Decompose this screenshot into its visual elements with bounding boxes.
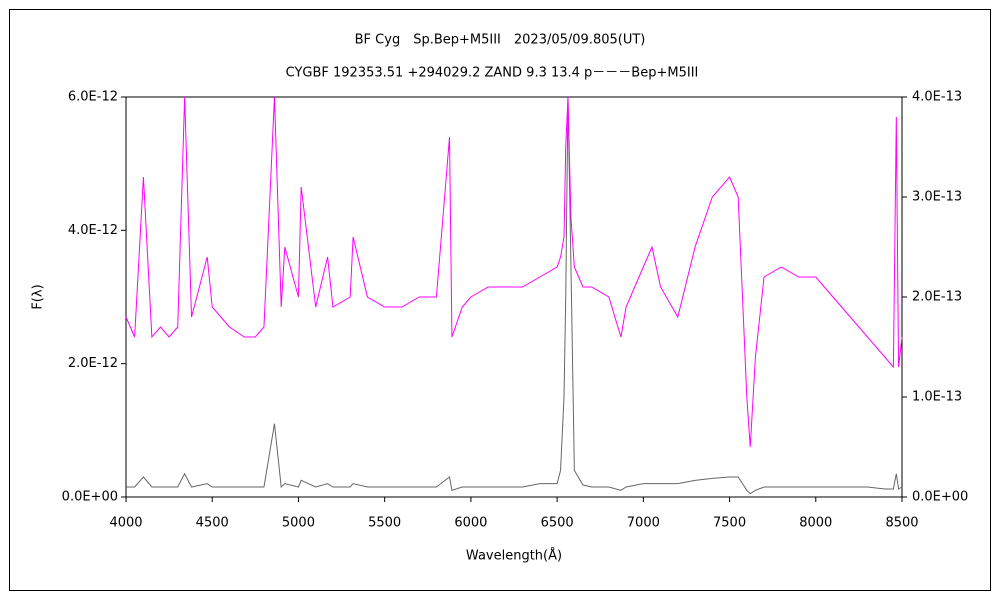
- x-axis-label: Wavelength(Å): [466, 548, 562, 564]
- y2-tick-label: 3.0E-13: [912, 190, 962, 205]
- x-tick-label: 7500: [713, 516, 746, 531]
- y-tick-label: 2.0E-12: [68, 356, 118, 371]
- spectrum-line: [125, 96, 903, 448]
- y2-tick-label: 2.0E-13: [912, 290, 962, 305]
- y-tick-label: 6.0E-12: [68, 90, 118, 105]
- chart-border: [9, 9, 991, 591]
- y2-tick-label: 4.0E-13: [912, 90, 962, 105]
- y2-tick-label: 1.0E-13: [912, 390, 962, 405]
- x-tick-label: 8500: [885, 516, 918, 531]
- y-axis-label: F(λ): [31, 284, 46, 309]
- x-tick-label: 4500: [196, 516, 229, 531]
- x-tick-label: 7000: [627, 516, 660, 531]
- chart-title: BF Cyg Sp.Bep+M5III 2023/05/09.805(UT): [355, 33, 646, 48]
- x-tick-label: 6500: [541, 516, 574, 531]
- y2-tick-label: 0.0E+00: [912, 490, 968, 505]
- x-tick-label: 6000: [454, 516, 487, 531]
- y-tick-label: 4.0E-12: [68, 223, 118, 238]
- x-tick-label: 5500: [368, 516, 401, 531]
- spectrum-line: [126, 96, 903, 495]
- chart-subtitle: CYGBF 192353.51 +294029.2 ZAND 9.3 13.4 …: [286, 66, 699, 81]
- x-tick-label: 4000: [109, 516, 142, 531]
- x-tick-label: 5000: [282, 516, 315, 531]
- y-tick-label: 0.0E+00: [62, 490, 118, 505]
- x-tick-label: 8000: [799, 516, 832, 531]
